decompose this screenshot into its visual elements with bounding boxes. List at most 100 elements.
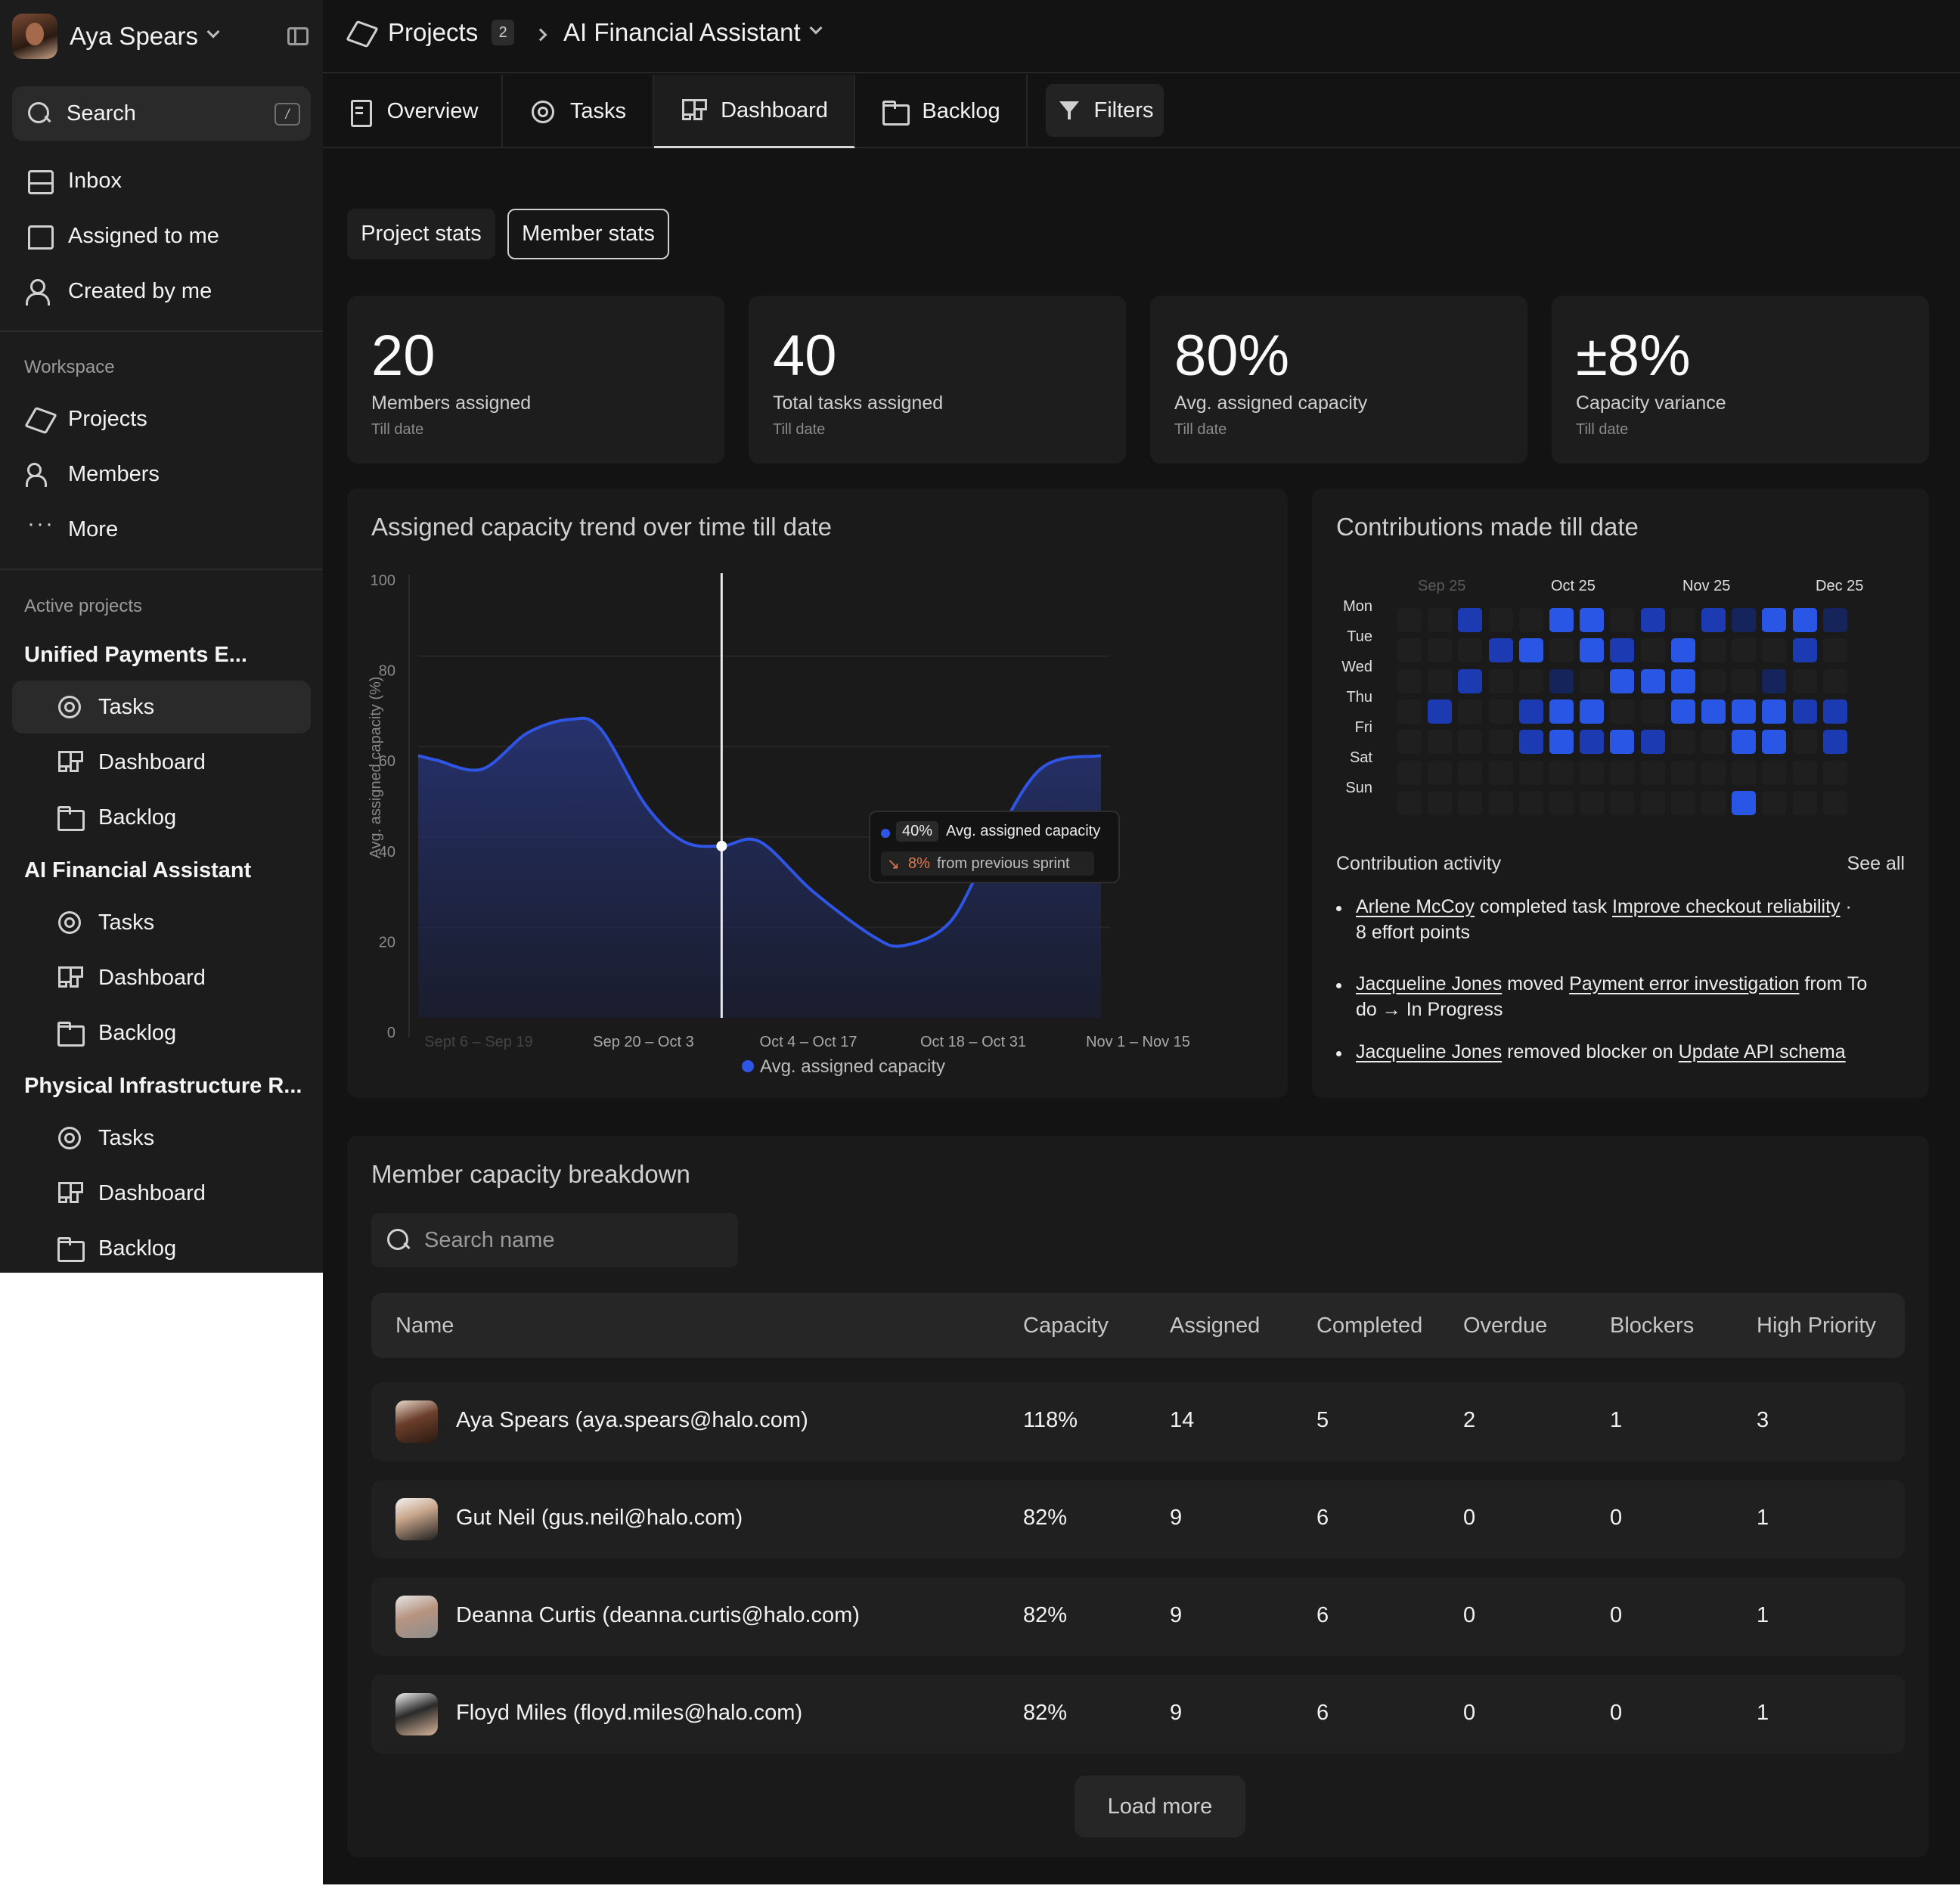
sidebar-item-assigned[interactable]: Assigned to me [12, 209, 311, 262]
contribution-cell[interactable] [1701, 760, 1726, 785]
contribution-cell[interactable] [1640, 668, 1665, 693]
project-heading-ai[interactable]: AI Financial Assistant [24, 858, 252, 882]
contribution-cell[interactable] [1580, 730, 1605, 755]
see-all-link[interactable]: See all [1847, 853, 1905, 874]
contribution-cell[interactable] [1458, 760, 1483, 785]
contribution-cell[interactable] [1580, 699, 1605, 724]
contribution-cell[interactable] [1549, 638, 1574, 663]
table-row[interactable]: Aya Spears (aya.spears@halo.com) 118% 14 5 2… [371, 1382, 1905, 1461]
member-search[interactable] [371, 1213, 738, 1267]
column-header[interactable]: Name [395, 1314, 454, 1338]
column-header[interactable]: High Priority [1757, 1314, 1876, 1338]
contribution-cell[interactable] [1518, 730, 1543, 755]
contribution-cell[interactable] [1397, 608, 1422, 632]
contribution-cell[interactable] [1640, 699, 1665, 724]
contribution-cell[interactable] [1670, 760, 1695, 785]
activity-target-link[interactable]: Payment error investigation [1569, 973, 1800, 994]
contribution-cell[interactable] [1397, 760, 1422, 785]
user-switcher[interactable]: Aya Spears [12, 12, 220, 60]
contribution-cell[interactable] [1458, 730, 1483, 755]
load-more-button[interactable]: Load more [1075, 1776, 1245, 1838]
sidebar-toggle-icon[interactable] [287, 27, 309, 45]
contribution-cell[interactable] [1762, 608, 1787, 632]
contribution-cell[interactable] [1397, 638, 1422, 663]
contribution-cell[interactable] [1732, 638, 1757, 663]
contribution-cell[interactable] [1428, 730, 1453, 755]
column-header[interactable]: Assigned [1170, 1314, 1261, 1338]
contribution-cell[interactable] [1518, 760, 1543, 785]
contribution-cell[interactable] [1670, 730, 1695, 755]
contribution-cell[interactable] [1701, 699, 1726, 724]
contribution-cell[interactable] [1488, 730, 1513, 755]
contribution-cell[interactable] [1670, 790, 1695, 815]
contribution-cell[interactable] [1428, 760, 1453, 785]
contribution-cell[interactable] [1792, 730, 1817, 755]
sidebar-item-backlog[interactable]: Backlog [12, 1222, 311, 1275]
table-row[interactable]: Gut Neil (gus.neil@halo.com) 82% 9 6 0 0 1 [371, 1480, 1905, 1559]
contribution-cell[interactable] [1822, 608, 1847, 632]
segment-member-stats[interactable]: Member stats [507, 209, 669, 259]
contribution-cell[interactable] [1610, 760, 1635, 785]
breadcrumb-current-project[interactable]: AI Financial Assistant [563, 18, 823, 47]
contribution-cell[interactable] [1732, 760, 1757, 785]
contribution-cell[interactable] [1549, 608, 1574, 632]
contribution-cell[interactable] [1428, 790, 1453, 815]
contribution-cell[interactable] [1670, 638, 1695, 663]
contribution-cell[interactable] [1610, 699, 1635, 724]
activity-target-link[interactable]: Update API schema [1678, 1041, 1846, 1062]
contribution-cell[interactable] [1670, 668, 1695, 693]
sidebar-item-members[interactable]: Members [12, 448, 311, 501]
sidebar-item-backlog[interactable]: Backlog [12, 1006, 311, 1059]
contribution-cell[interactable] [1762, 638, 1787, 663]
contribution-cell[interactable] [1610, 638, 1635, 663]
contribution-cell[interactable] [1580, 668, 1605, 693]
contribution-cell[interactable] [1822, 699, 1847, 724]
contribution-cell[interactable] [1732, 790, 1757, 815]
sidebar-item-created[interactable]: Created by me [12, 265, 311, 318]
contribution-cell[interactable] [1549, 699, 1574, 724]
contribution-cell[interactable] [1822, 668, 1847, 693]
column-header[interactable]: Blockers [1610, 1314, 1695, 1338]
contribution-cell[interactable] [1428, 699, 1453, 724]
contribution-cell[interactable] [1458, 668, 1483, 693]
sidebar-item-more[interactable]: More [12, 503, 311, 556]
sidebar-item-tasks[interactable]: Tasks [12, 1112, 311, 1165]
table-row[interactable]: Floyd Miles (floyd.miles@halo.com) 82% 9 6 0… [371, 1675, 1905, 1754]
contribution-cell[interactable] [1458, 608, 1483, 632]
contribution-cell[interactable] [1488, 790, 1513, 815]
sidebar-item-tasks[interactable]: Tasks [12, 896, 311, 949]
tab-dashboard[interactable]: Dashboard [654, 75, 855, 148]
contribution-cell[interactable] [1610, 668, 1635, 693]
contribution-cell[interactable] [1549, 760, 1574, 785]
sidebar-item-inbox[interactable]: Inbox [12, 154, 311, 207]
contribution-cell[interactable] [1701, 790, 1726, 815]
sidebar-item-dashboard[interactable]: Dashboard [12, 1167, 311, 1220]
table-row[interactable]: Deanna Curtis (deanna.curtis@halo.com) 82… [371, 1577, 1905, 1656]
contribution-cell[interactable] [1701, 608, 1726, 632]
contribution-cell[interactable] [1732, 608, 1757, 632]
contribution-cell[interactable] [1822, 790, 1847, 815]
tab-tasks[interactable]: Tasks [503, 75, 654, 148]
contribution-cell[interactable] [1640, 730, 1665, 755]
contribution-cell[interactable] [1762, 699, 1787, 724]
sidebar-item-dashboard[interactable]: Dashboard [12, 951, 311, 1004]
contribution-cell[interactable] [1762, 668, 1787, 693]
contribution-cell[interactable] [1792, 608, 1817, 632]
project-heading-physical[interactable]: Physical Infrastructure R... [24, 1074, 302, 1098]
contribution-cell[interactable] [1732, 699, 1757, 724]
contribution-cell[interactable] [1762, 730, 1787, 755]
contribution-cell[interactable] [1822, 638, 1847, 663]
contribution-cell[interactable] [1792, 790, 1817, 815]
contribution-cell[interactable] [1488, 638, 1513, 663]
contribution-cell[interactable] [1428, 608, 1453, 632]
contribution-cell[interactable] [1670, 608, 1695, 632]
contribution-cell[interactable] [1701, 668, 1726, 693]
contribution-cell[interactable] [1549, 730, 1574, 755]
contribution-cell[interactable] [1518, 608, 1543, 632]
contribution-cell[interactable] [1762, 790, 1787, 815]
contribution-cell[interactable] [1580, 790, 1605, 815]
column-header[interactable]: Overdue [1463, 1314, 1548, 1338]
activity-actor-link[interactable]: Jacqueline Jones [1356, 1041, 1503, 1062]
contribution-cell[interactable] [1397, 699, 1422, 724]
contribution-cell[interactable] [1549, 790, 1574, 815]
